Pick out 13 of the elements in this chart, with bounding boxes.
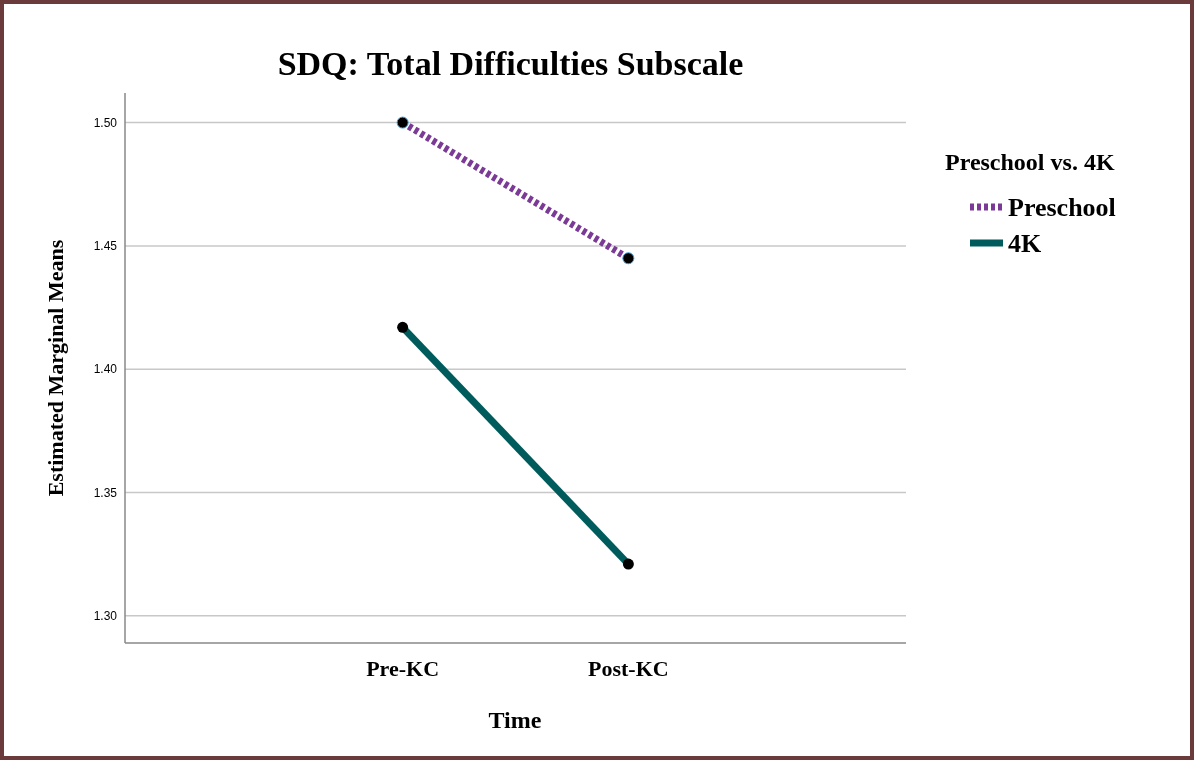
y-axis-title: Estimated Marginal Means: [43, 239, 68, 497]
y-tick-label: 1.35: [93, 485, 118, 500]
chart-title: SDQ: Total Difficulties Subscale: [277, 45, 744, 82]
x-tick-label: Pre-KC: [366, 656, 440, 681]
x-tick-label: Post-KC: [588, 656, 669, 681]
legend-label: 4K: [1008, 229, 1042, 259]
y-tick-label: 1.50: [93, 115, 118, 130]
x-axis-title: Time: [488, 707, 542, 733]
legend-label: Preschool: [1008, 193, 1116, 223]
legend-title: Preschool vs. 4K: [945, 149, 1115, 175]
y-tick-label: 1.30: [93, 609, 118, 624]
y-tick-label: 1.45: [93, 239, 118, 254]
y-tick-label: 1.40: [93, 362, 118, 377]
